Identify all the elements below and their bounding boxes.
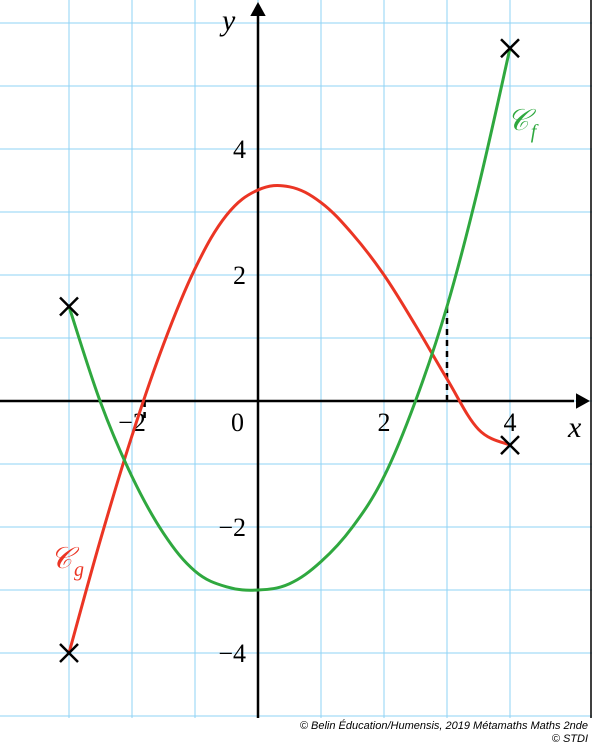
x-axis-label: x xyxy=(567,411,582,444)
y-axis-label: y xyxy=(219,4,236,37)
chart-container: −224−4−2240xy𝒞f𝒞g xyxy=(0,0,592,718)
copyright-line-2: © STDI xyxy=(552,733,588,745)
tick-label-x: 4 xyxy=(504,408,517,437)
copyright-line-1: © Belin Éducation/Humensis, 2019 Métamat… xyxy=(300,720,588,732)
tick-label-x: 2 xyxy=(378,408,391,437)
tick-label-y: −4 xyxy=(218,639,246,668)
tick-label-y: 4 xyxy=(233,135,246,164)
tick-label-y: 2 xyxy=(233,261,246,290)
tick-label-y: −2 xyxy=(218,513,246,542)
origin-label: 0 xyxy=(231,408,244,437)
chart-svg: −224−4−2240xy𝒞f𝒞g xyxy=(0,0,592,718)
